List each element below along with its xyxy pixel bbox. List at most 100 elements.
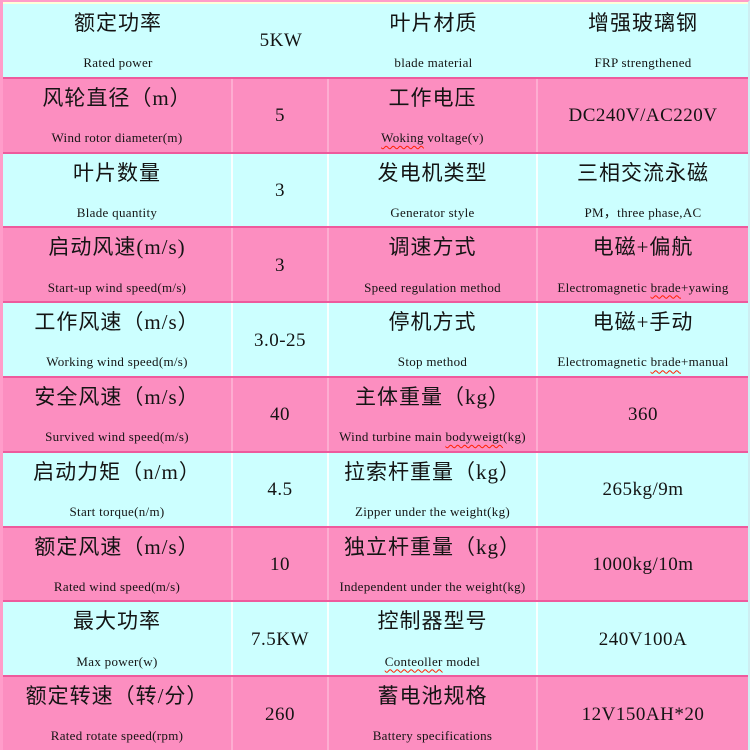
param-name-zh: 拉索杆重量（kg）	[344, 459, 521, 484]
param-cell: 蓄电池规格 Battery specifications	[329, 677, 538, 750]
spellcheck-squiggle: brade	[650, 279, 681, 295]
param-name-zh: 主体重量（kg）	[355, 384, 510, 409]
value-cell: 10	[233, 527, 329, 601]
value-en: Electromagnetic brade+manual	[557, 354, 729, 370]
param-name-en: Rated wind speed(m/s)	[53, 578, 181, 594]
param-name-zh: 调速方式	[388, 235, 477, 260]
param-name-zh: 启动力矩（n/m）	[33, 459, 201, 484]
value-cell: 3	[233, 153, 329, 227]
value-en: FRP strengthened	[594, 55, 692, 71]
spellcheck-squiggle: brade	[650, 354, 681, 370]
spec-row: 额定转速（转/分） Rated rotate speed(rpm) 260 蓄电池规格…	[3, 677, 748, 750]
param-name-en: Conteoller model	[384, 653, 481, 669]
spec-row: 工作风速（m/s） Working wind speed(m/s) 3.0-25 停机…	[3, 303, 748, 378]
value-cell: 5	[233, 78, 329, 152]
value-zh: 三相交流永磁	[577, 160, 709, 185]
param-cell: 工作风速（m/s） Working wind speed(m/s)	[3, 303, 233, 376]
value-text: 3	[275, 254, 285, 276]
value-en: PM，three phase,AC	[584, 204, 702, 220]
param-cell: 额定风速（m/s） Rated wind speed(m/s)	[3, 527, 233, 601]
param-cell: 启动风速(m/s) Start-up wind speed(m/s)	[3, 228, 233, 302]
param-cell: 额定功率 Rated power	[3, 4, 233, 77]
value-cell: 1000kg/10m	[538, 528, 748, 601]
param-name-zh: 停机方式	[388, 310, 477, 335]
param-name-zh: 控制器型号	[377, 609, 488, 634]
value-cell: 260	[233, 677, 329, 750]
value-en: Electromagnetic brade+yawing	[557, 279, 729, 295]
spec-row: 安全风速（m/s） Survived wind speed(m/s) 40 主体重量（…	[3, 377, 748, 453]
value-zh: 电磁+偏航	[592, 235, 694, 260]
value-text: 1000kg/10m	[592, 553, 694, 575]
value-cell: 电磁+手动 Electromagnetic brade+manual	[538, 303, 748, 376]
spec-row: 额定功率 Rated power 5KW 叶片材质 blade material 增强玻璃…	[3, 4, 748, 79]
param-name-en: Speed regulation method	[364, 279, 501, 295]
param-name-zh: 额定风速（m/s）	[34, 534, 200, 559]
param-cell: 启动力矩（n/m） Start torque(n/m)	[3, 452, 233, 526]
value-zh: 增强玻璃钢	[588, 11, 698, 35]
param-cell: 控制器型号 Conteoller model	[329, 602, 538, 676]
value-zh: 电磁+手动	[592, 310, 694, 335]
param-name-en: Max power(w)	[76, 653, 158, 669]
value-text: 7.5KW	[251, 628, 309, 650]
param-name-zh: 蓄电池规格	[377, 684, 488, 709]
param-cell: 叶片材质 blade material	[329, 4, 538, 77]
spellcheck-squiggle: bodyweigt	[445, 429, 504, 445]
spec-row: 启动风速(m/s) Start-up wind speed(m/s) 3 调速方式 Sp…	[3, 228, 748, 304]
param-name-en: Woking voltage(v)	[381, 130, 484, 145]
param-name-en: Rated power	[83, 55, 153, 71]
param-name-en: Rated rotate speed(rpm)	[50, 728, 184, 744]
param-name-zh: 启动风速(m/s)	[48, 235, 186, 260]
param-name-en: Wind rotor diameter(m)	[51, 130, 183, 145]
param-name-en: Survived wind speed(m/s)	[45, 429, 189, 445]
value-cell: 4.5	[233, 452, 329, 526]
param-name-en: Stop method	[397, 354, 468, 370]
param-cell: 调速方式 Speed regulation method	[329, 228, 538, 302]
value-text: 240V100A	[598, 628, 688, 650]
value-text: 3	[275, 179, 285, 201]
param-name-en: blade material	[394, 55, 473, 71]
value-cell: 360	[538, 378, 748, 451]
value-text: 5KW	[259, 30, 303, 52]
value-cell: 5KW	[233, 4, 329, 77]
param-cell: 拉索杆重量（kg） Zipper under the weight(kg)	[329, 452, 538, 526]
param-cell: 工作电压 Woking voltage(v)	[329, 78, 538, 152]
param-cell: 主体重量（kg） Wind turbine main bodyweigt(kg)	[329, 377, 538, 451]
param-name-zh: 额定功率	[74, 11, 162, 35]
value-text: 5	[275, 105, 285, 127]
param-name-en: Wind turbine main bodyweigt(kg)	[339, 429, 526, 445]
param-cell: 发电机类型 Generator style	[329, 153, 538, 227]
spellcheck-squiggle: Conteoller	[384, 653, 443, 669]
value-cell: 12V150AH*20	[538, 677, 748, 750]
param-name-en: Zipper under the weight(kg)	[354, 503, 511, 519]
param-name-en: Start torque(n/m)	[69, 503, 165, 519]
param-name-zh: 独立杆重量（kg）	[344, 534, 521, 559]
value-text: 260	[265, 703, 295, 725]
param-name-zh: 额定转速（转/分）	[25, 684, 209, 709]
value-text: 4.5	[267, 479, 293, 501]
value-text: 40	[270, 404, 290, 426]
spec-row: 额定风速（m/s） Rated wind speed(m/s) 10 独立杆重量（kg…	[3, 527, 748, 603]
value-cell: 电磁+偏航 Electromagnetic brade+yawing	[538, 228, 748, 301]
spec-row: 叶片数量 Blade quantity 3 发电机类型 Generator style 三…	[3, 153, 748, 229]
param-name-en: Blade quantity	[76, 204, 158, 220]
param-name-en: Start-up wind speed(m/s)	[47, 279, 187, 295]
value-text: 3.0-25	[253, 329, 307, 351]
param-name-zh: 发电机类型	[377, 160, 488, 185]
param-cell: 叶片数量 Blade quantity	[3, 153, 233, 227]
param-name-en: Working wind speed(m/s)	[46, 354, 188, 370]
param-cell: 停机方式 Stop method	[329, 303, 538, 376]
value-text: 10	[270, 553, 290, 575]
param-cell: 额定转速（转/分） Rated rotate speed(rpm)	[3, 677, 233, 750]
value-cell: 40	[233, 377, 329, 451]
spec-row: 启动力矩（n/m） Start torque(n/m) 4.5 拉索杆重量（kg） Zi…	[3, 452, 748, 528]
value-cell: 增强玻璃钢 FRP strengthened	[538, 4, 748, 77]
param-name-en: Generator style	[390, 204, 475, 220]
value-cell: 240V100A	[538, 602, 748, 675]
value-text: 12V150AH*20	[581, 703, 705, 725]
value-cell: 三相交流永磁 PM，three phase,AC	[538, 154, 748, 227]
spec-row: 风轮直径（m） Wind rotor diameter(m) 5 工作电压 Woking…	[3, 78, 748, 154]
param-name-zh: 叶片数量	[73, 160, 161, 185]
value-text: 265kg/9m	[602, 479, 684, 501]
value-cell: DC240V/AC220V	[538, 79, 748, 152]
param-name-en: Battery specifications	[372, 728, 493, 744]
